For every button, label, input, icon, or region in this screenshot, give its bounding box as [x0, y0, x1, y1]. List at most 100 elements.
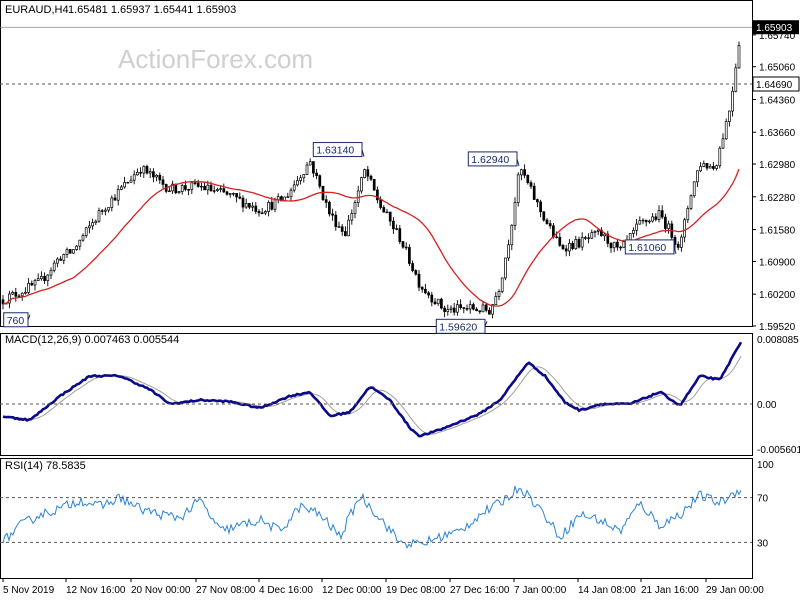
- candle-body: [721, 138, 725, 149]
- candle-body: [180, 185, 184, 193]
- price-tick-label: 1.65060: [759, 63, 796, 74]
- candle-body: [363, 169, 366, 179]
- candle-body: [590, 232, 594, 239]
- moving-average-line: [2, 168, 740, 307]
- candle-body: [334, 214, 338, 227]
- candle-body: [526, 174, 530, 184]
- candle-body: [414, 270, 418, 275]
- annotation-leader: [673, 246, 677, 255]
- time-tick-label: 27 Nov 08:00: [196, 585, 256, 596]
- candle-body: [427, 292, 430, 296]
- candle-body: [523, 169, 526, 176]
- price-panel: ActionForex.com 1.63140 1.62940 1.61060 1.5…: [0, 4, 800, 334]
- candle-body: [619, 246, 622, 249]
- candle-body: [395, 228, 398, 230]
- candle-body: [606, 233, 610, 244]
- candle-body: [545, 219, 549, 224]
- level-price-label: 1.64690: [756, 80, 793, 91]
- last-price-box: [753, 20, 799, 35]
- macd-tick-label: -0.005601: [757, 445, 800, 456]
- macd-axis: 0.008085 0.00 -0.005601: [0, 335, 800, 456]
- candle-body: [331, 213, 334, 216]
- candle-body: [504, 257, 507, 279]
- candle-body: [398, 228, 402, 242]
- candle-body: [228, 193, 232, 195]
- candle-body: [468, 304, 472, 310]
- price-tick-label: 1.60200: [759, 290, 796, 301]
- time-tick-label: 4 Dec 16:00: [259, 585, 313, 596]
- candle-body: [248, 203, 251, 208]
- price-tick-label: 1.64360: [759, 95, 796, 106]
- candle-body: [177, 191, 181, 194]
- candle-body: [193, 182, 197, 184]
- symbol-label: EURAUD,H4: [5, 4, 69, 16]
- candle-body: [724, 121, 728, 140]
- candle-body: [328, 202, 331, 215]
- candle-body: [484, 304, 488, 311]
- candle-body: [132, 174, 136, 181]
- candle-body: [1, 299, 5, 305]
- candle-body: [302, 174, 306, 179]
- candle-body: [308, 161, 312, 166]
- candle-body: [65, 249, 69, 255]
- candle-body: [440, 298, 443, 309]
- candle-body: [158, 174, 162, 181]
- price-annotations: 1.63140 1.62940 1.61060 1.59620 760: [3, 142, 677, 334]
- candle-body: [558, 236, 562, 246]
- candle-body: [616, 241, 619, 248]
- macd-signal-line: [2, 355, 742, 435]
- candle-body: [139, 171, 142, 174]
- candle-body: [513, 202, 517, 226]
- candle-body: [190, 182, 194, 191]
- candle-body: [238, 196, 242, 199]
- candle-body: [244, 203, 248, 208]
- candle-body: [577, 239, 581, 248]
- time-tick-label: 20 Nov 00:00: [131, 585, 191, 596]
- candle-body: [491, 304, 494, 315]
- time-tick-label: 7 Jan 00:00: [514, 585, 567, 596]
- last-price-label: 1.65903: [756, 23, 793, 34]
- candle-body: [68, 249, 72, 254]
- candle-body: [702, 163, 706, 167]
- candle-body: [622, 241, 626, 248]
- candle-body: [212, 190, 216, 192]
- candle-body: [497, 291, 501, 297]
- level-price-box: [752, 76, 800, 92]
- candle-body: [366, 169, 370, 177]
- time-tick-label: 5 Nov 2019: [3, 585, 55, 596]
- candle-body: [33, 280, 37, 286]
- candle-body: [481, 304, 485, 313]
- candle-body: [318, 175, 322, 187]
- candle-body: [529, 182, 533, 187]
- candle-body: [337, 226, 341, 228]
- candle-body: [347, 219, 350, 237]
- candle-body: [507, 244, 510, 259]
- candle-body: [651, 216, 654, 222]
- candle-body: [683, 219, 686, 238]
- candle-body: [638, 220, 642, 225]
- candle-body: [542, 211, 546, 221]
- candle-body: [142, 166, 146, 174]
- candle-body: [145, 166, 149, 174]
- candle-body: [296, 180, 299, 186]
- price-tick-label: 1.62280: [759, 193, 796, 204]
- candle-body: [14, 292, 18, 297]
- candle-body: [340, 226, 344, 232]
- macd-line: [2, 341, 743, 438]
- candle-body: [475, 308, 478, 312]
- macd-tick-label: 0.008085: [757, 335, 799, 346]
- candle-body: [692, 181, 696, 197]
- candle-body: [8, 293, 11, 304]
- candle-body: [433, 301, 437, 305]
- price-axis: 1.65740 1.65060 1.64360 1.63660 1.62980 1.622…: [0, 20, 800, 333]
- candle-body: [516, 174, 520, 203]
- candle-body: [388, 211, 392, 222]
- time-tick-label: 21 Jan 16:00: [641, 585, 699, 596]
- candle-body: [561, 245, 565, 250]
- candle-body: [718, 147, 722, 167]
- macd-panel: MACD(12,26,9) 0.007463 0.005544 0.008085…: [0, 334, 800, 456]
- candle-body: [712, 166, 715, 169]
- candle-body: [94, 220, 98, 224]
- candle-body: [305, 164, 309, 175]
